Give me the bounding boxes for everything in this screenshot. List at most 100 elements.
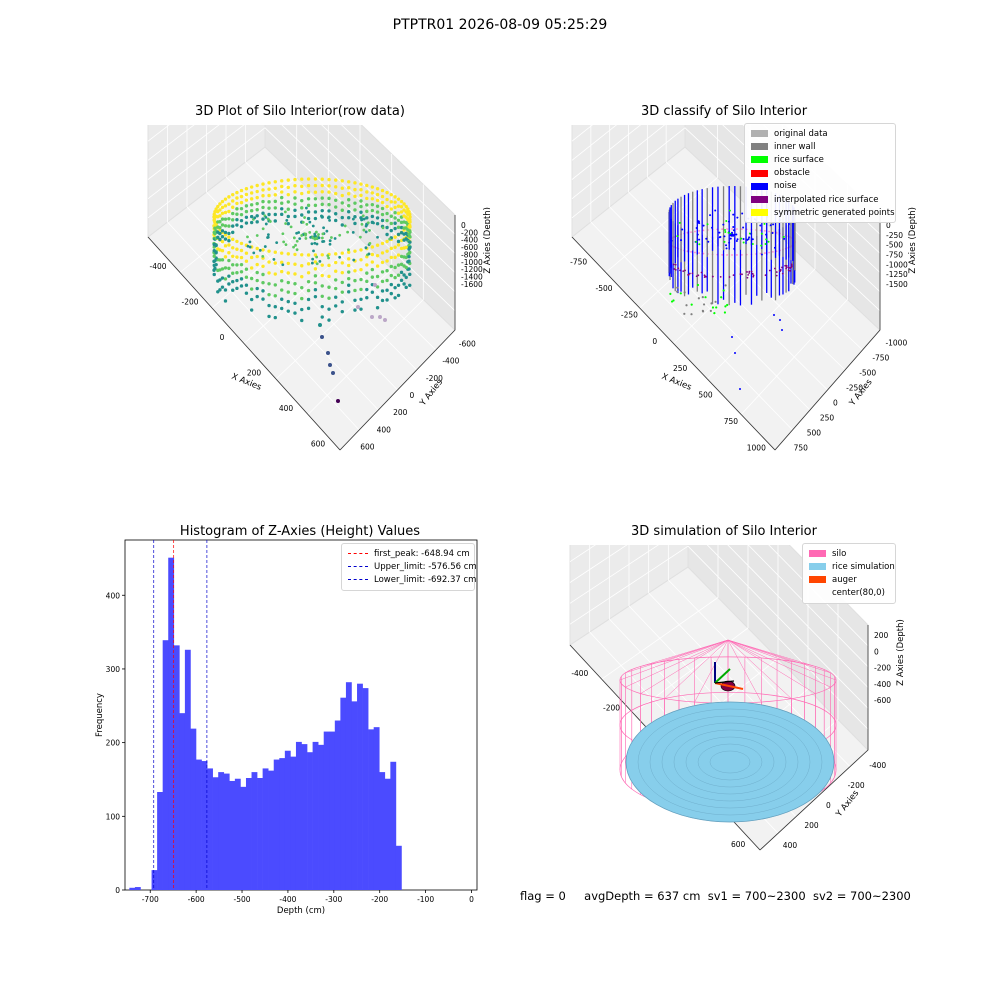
raw-point [313,177,318,181]
y-tick-label: 0 [826,801,831,810]
y-tick-label: 500 [807,429,822,438]
raw-point [223,197,228,201]
symmetric-point [694,230,696,233]
raw-point [380,200,385,205]
raw-point [315,255,319,259]
raw-point [366,221,370,225]
raw-point [334,304,338,308]
raw-point [407,254,411,259]
raw-point [353,308,357,312]
rice-surface-point [690,303,693,306]
raw-point [300,177,304,181]
raw-point [359,267,363,272]
interpolated-point [784,264,787,267]
panel-2-title: 3D classify of Silo Interior [640,104,808,119]
rice-surface-point [714,300,717,303]
surface-point [750,232,753,235]
histogram-bar [395,845,402,890]
raw-point [370,208,375,213]
raw-point [347,248,350,252]
surface-point [696,233,699,236]
raw-point [306,190,311,194]
raw-point [261,205,265,210]
histogram-bar [240,786,247,890]
rice-mesh-line [673,729,787,795]
raw-point [300,206,304,210]
raw-point [385,211,389,216]
rice-surface-point [697,297,700,300]
raw-point [389,221,393,226]
raw-point [231,237,235,242]
raw-point [408,223,412,228]
x-axis-label: Depth (cm) [277,906,325,916]
raw-point [338,233,342,237]
raw-point [306,262,311,266]
sv1-text: sv1 = 700~2300 [707,889,806,903]
x-tick-label: -400 [571,669,588,678]
raw-point [286,192,290,197]
raw-point [293,184,297,188]
raw-point [389,264,393,269]
histogram-bar [179,713,186,890]
raw-point [244,221,249,225]
y-axis-line [774,329,881,451]
outlier-point [318,323,322,327]
surface-point [783,237,786,240]
raw-point [389,246,393,251]
raw-point [244,187,249,191]
symmetric-point [726,254,728,256]
raw-point [220,258,225,262]
raw-point [295,239,299,243]
interpolated-point [679,269,681,272]
raw-point [313,241,317,245]
raw-point [328,239,332,243]
histogram-bar [268,770,275,890]
surface-point [787,223,790,226]
outlier-point [326,351,330,355]
raw-point [364,246,368,250]
histogram-bar [173,645,180,890]
raw-point [249,203,254,207]
y-tick-label: -1000 [885,339,907,348]
raw-point [220,223,225,227]
raw-point [334,269,338,273]
raw-point [227,235,231,239]
silo-roof-wire [625,639,729,674]
surface-point [751,242,754,245]
raw-point [396,239,401,244]
silo-roof-wire [640,639,729,694]
raw-point [218,214,222,218]
z-tick-label: -1000 [886,260,908,269]
raw-point [267,260,271,264]
raw-point [352,258,356,262]
raw-point [313,288,318,292]
raw-point [402,255,406,259]
raw-point [220,276,225,280]
raw-point [322,226,325,230]
raw-point [327,285,331,289]
raw-point [286,222,290,226]
raw-point [282,240,286,244]
raw-point [396,283,401,288]
raw-point [280,207,284,211]
noise-point [773,314,775,316]
raw-point [305,222,309,226]
raw-point [306,271,311,275]
rice-surface-point [715,306,718,309]
interpolated-point [748,270,751,273]
x-tick-label: -500 [596,284,613,293]
raw-point [385,204,389,209]
raw-point [300,234,304,237]
raw-point [223,204,228,208]
histogram-bar [295,741,302,890]
raw-point [353,187,357,192]
raw-point [292,245,295,249]
raw-point [375,253,380,258]
raw-point [216,247,220,251]
symmetric-point [731,254,733,256]
raw-point [408,212,412,217]
raw-point [261,188,265,192]
noise-point [731,336,733,338]
x-axis-label: X Axies [660,372,693,393]
x-tick-label: -200 [181,297,198,306]
